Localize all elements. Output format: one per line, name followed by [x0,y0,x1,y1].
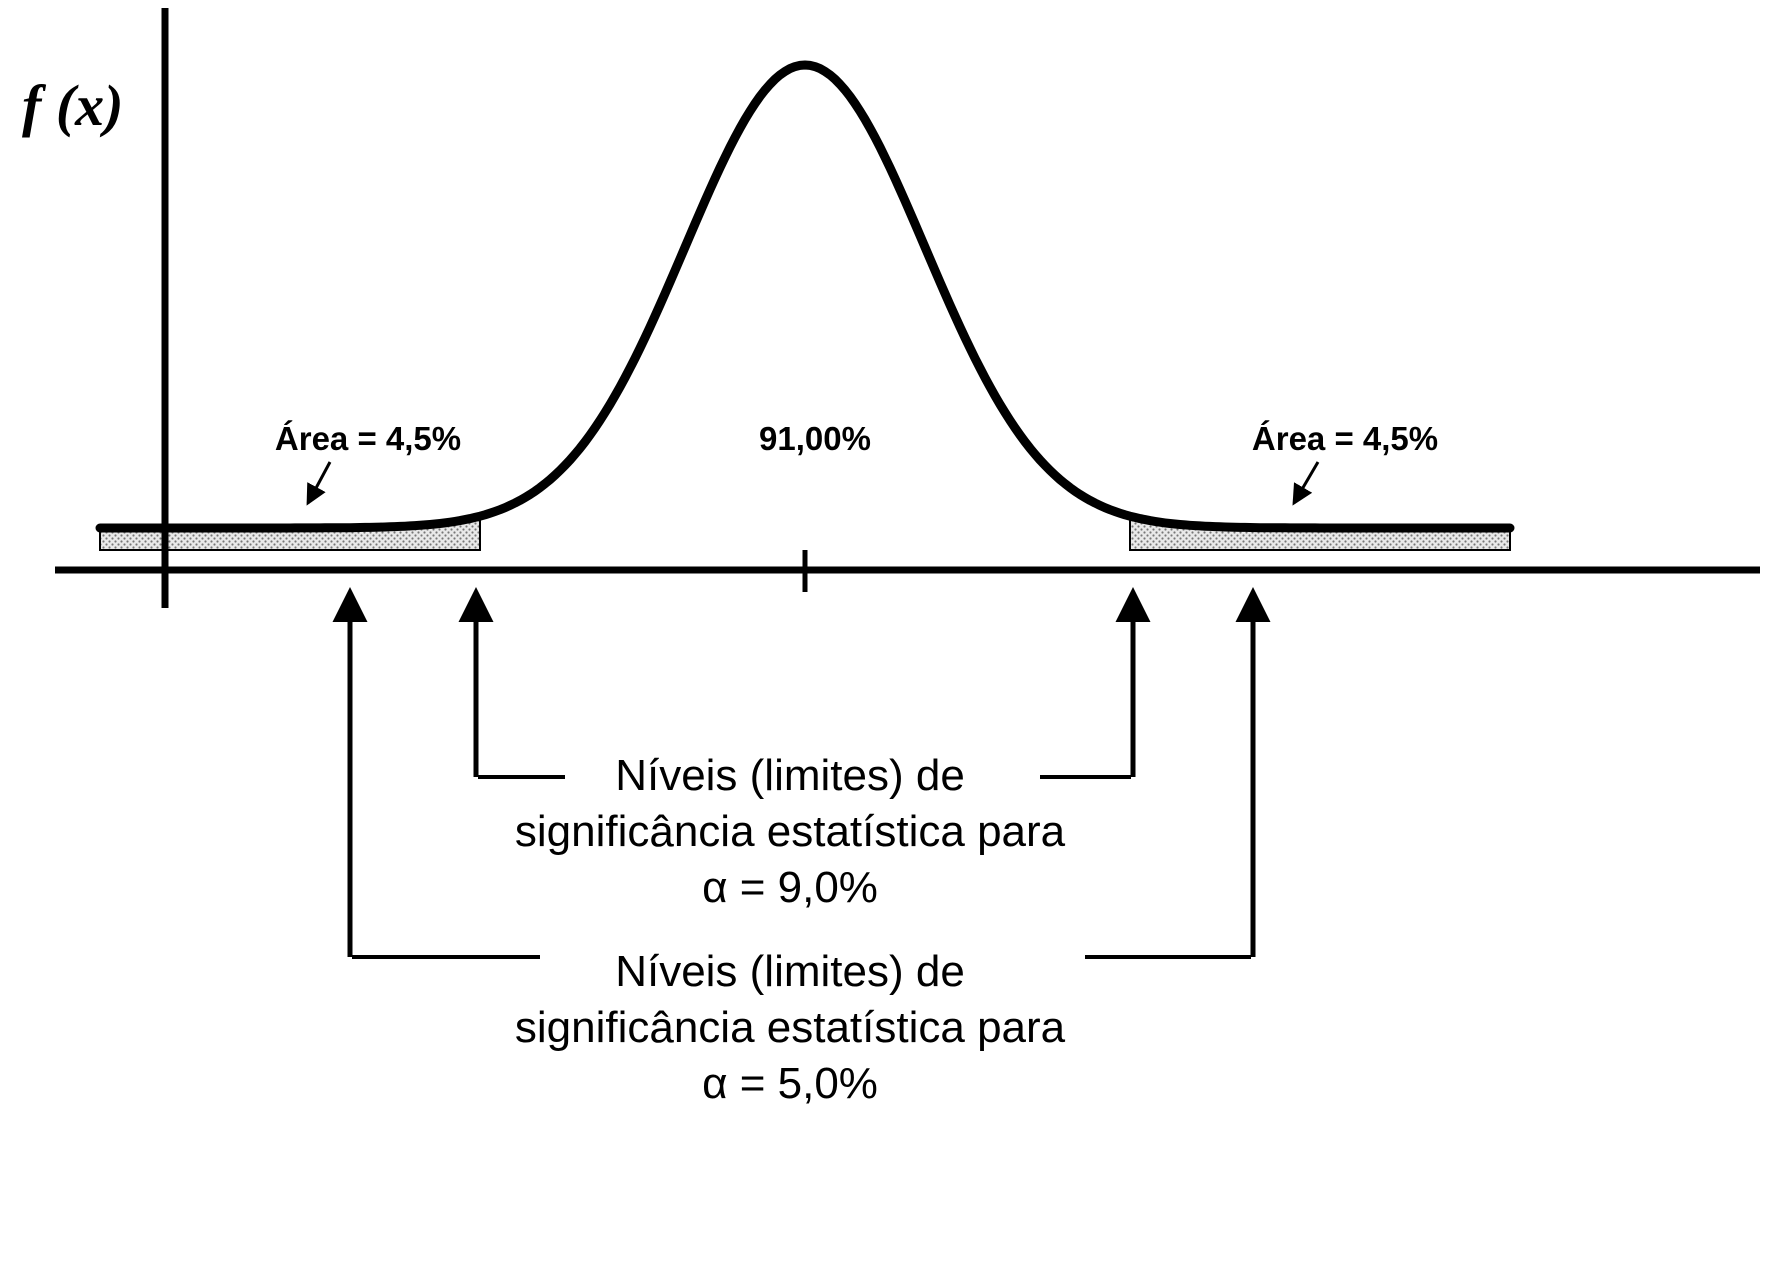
significance-9pct-line3: α = 9,0% [702,863,878,912]
area-label-arrow-left [306,461,332,506]
significance-9pct-line2: significância estatística para [515,807,1066,856]
significance-5pct-annotation: Níveis (limites) de significância estatí… [515,947,1066,1108]
center-area-label: 91,00% [759,420,871,457]
right-tail-area-label: Área = 4,5% [1252,420,1438,457]
area-label-arrow-right [1292,461,1320,506]
y-axis-label: f (x) [22,73,123,138]
significance-5pct-line1: Níveis (limites) de [615,947,965,996]
left-tail-area-label: Área = 4,5% [275,420,461,457]
significance-5pct-line2: significância estatística para [515,1003,1066,1052]
bell-curve [95,60,1515,533]
significance-9pct-line1: Níveis (limites) de [615,751,965,800]
significance-9pct-annotation: Níveis (limites) de significância estatí… [515,751,1066,912]
significance-5pct-line3: α = 5,0% [702,1059,878,1108]
